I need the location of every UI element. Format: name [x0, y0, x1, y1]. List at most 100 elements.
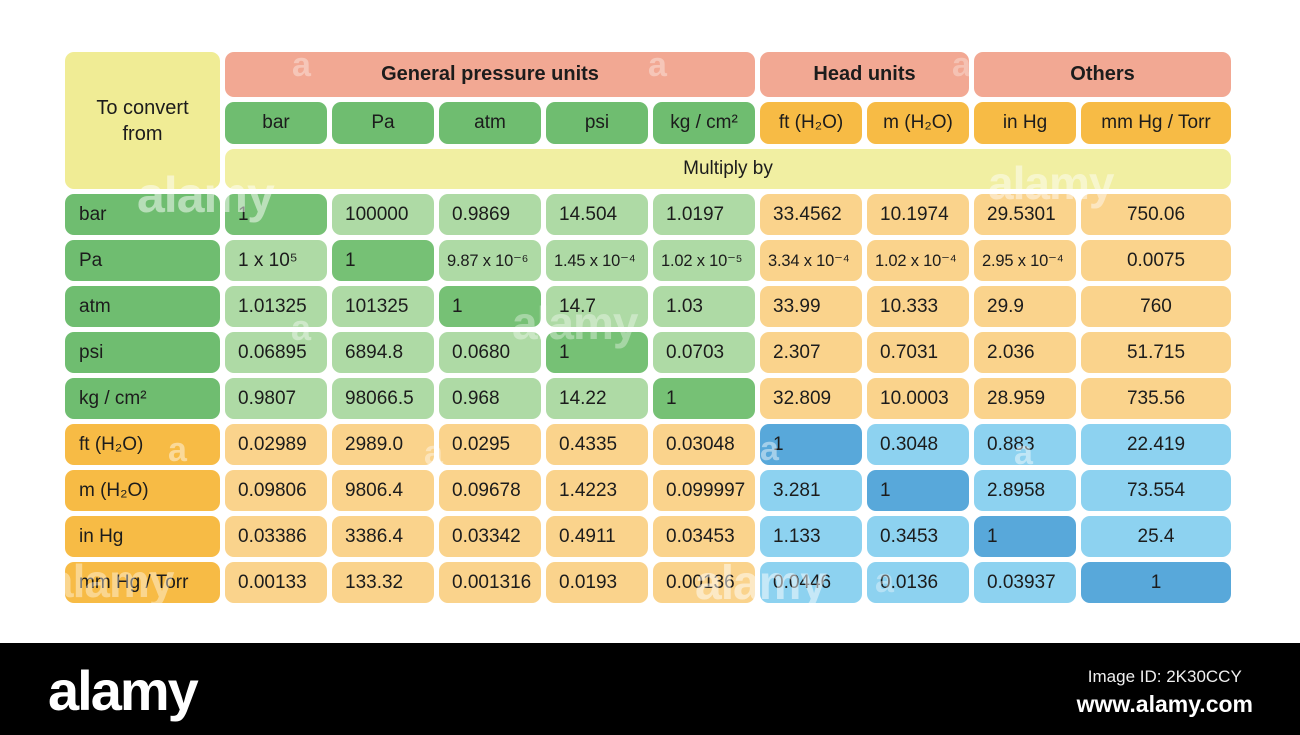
table-cell: 1	[546, 332, 648, 373]
column-header-psi: psi	[546, 102, 648, 144]
table-cell: 1.02 x 10⁻⁴	[867, 240, 969, 281]
table-cell: 0.4911	[546, 516, 648, 557]
table-cell: 0.06895	[225, 332, 327, 373]
table-cell: 22.419	[1081, 424, 1231, 465]
table-cell: 760	[1081, 286, 1231, 327]
table-cell: 9806.4	[332, 470, 434, 511]
table-cell: 1	[1081, 562, 1231, 603]
multiply-by-banner: Multiply by	[225, 149, 1231, 189]
table-cell: 10.333	[867, 286, 969, 327]
table-cell: 0.02989	[225, 424, 327, 465]
table-cell: 14.504	[546, 194, 648, 235]
credit-bar: alamy Image ID: 2K30CCY www.alamy.com	[0, 643, 1300, 735]
table-cell: 1	[867, 470, 969, 511]
table-cell: 0.9807	[225, 378, 327, 419]
table-cell: 14.7	[546, 286, 648, 327]
column-header-mm-hg-torr: mm Hg / Torr	[1081, 102, 1231, 144]
table-cell: 133.32	[332, 562, 434, 603]
column-header-kg-cm2: kg / cm²	[653, 102, 755, 144]
table-cell: 25.4	[1081, 516, 1231, 557]
column-header-m-h2o: m (H₂O)	[867, 102, 969, 144]
table-cell: 0.00136	[653, 562, 755, 603]
credit-text: Image ID: 2K30CCY www.alamy.com	[1077, 667, 1253, 718]
table-cell: 0.03342	[439, 516, 541, 557]
table-cell: 1	[332, 240, 434, 281]
table-cell: 0.0703	[653, 332, 755, 373]
table-cell: 0.03386	[225, 516, 327, 557]
table-cell: 1 x 10⁵	[225, 240, 327, 281]
table-cell: 750.06	[1081, 194, 1231, 235]
row-label-in-hg: in Hg	[65, 516, 220, 557]
table-cell: 33.4562	[760, 194, 862, 235]
table-cell: 1.03	[653, 286, 755, 327]
table-cell: 1	[225, 194, 327, 235]
table-cell: 0.883	[974, 424, 1076, 465]
table-cell: 0.4335	[546, 424, 648, 465]
table-cell: 10.1974	[867, 194, 969, 235]
table-cell: 2989.0	[332, 424, 434, 465]
table-cell: 3.281	[760, 470, 862, 511]
table-cell: 2.8958	[974, 470, 1076, 511]
table-cell: 0.099997	[653, 470, 755, 511]
table-cell: 735.56	[1081, 378, 1231, 419]
table-cell: 0.09678	[439, 470, 541, 511]
row-label-ft-h2o: ft (H₂O)	[65, 424, 220, 465]
row-label-atm: atm	[65, 286, 220, 327]
row-label-pa: Pa	[65, 240, 220, 281]
table-cell: 28.959	[974, 378, 1076, 419]
table-cell: 1	[439, 286, 541, 327]
row-label-psi: psi	[65, 332, 220, 373]
corner-cell: To convert from	[65, 52, 220, 189]
table-cell: 1.01325	[225, 286, 327, 327]
table-cell: 32.809	[760, 378, 862, 419]
table-cell: 33.99	[760, 286, 862, 327]
alamy-logo: alamy	[48, 659, 199, 722]
table-cell: 10.0003	[867, 378, 969, 419]
table-cell: 0.3453	[867, 516, 969, 557]
table-cell: 0.00133	[225, 562, 327, 603]
table-cell: 0.0295	[439, 424, 541, 465]
row-label-m-h2o: m (H₂O)	[65, 470, 220, 511]
column-header-ft-h2o: ft (H₂O)	[760, 102, 862, 144]
table-cell: 14.22	[546, 378, 648, 419]
table-cell: 1	[760, 424, 862, 465]
table-cell: 1.133	[760, 516, 862, 557]
table-cell: 0.0446	[760, 562, 862, 603]
conversion-table: To convert from General pressure units H…	[65, 52, 1231, 603]
table-cell: 101325	[332, 286, 434, 327]
table-cell: 0.968	[439, 378, 541, 419]
table-cell: 0.0193	[546, 562, 648, 603]
table-cell: 1	[974, 516, 1076, 557]
table-cell: 0.0680	[439, 332, 541, 373]
table-cell: 1.45 x 10⁻⁴	[546, 240, 648, 281]
row-label-bar: bar	[65, 194, 220, 235]
table-cell: 3.34 x 10⁻⁴	[760, 240, 862, 281]
group-header-others: Others	[974, 52, 1231, 97]
table-cell: 2.036	[974, 332, 1076, 373]
column-header-atm: atm	[439, 102, 541, 144]
table-cell: 0.0075	[1081, 240, 1231, 281]
column-header-bar: bar	[225, 102, 327, 144]
table-cell: 0.03937	[974, 562, 1076, 603]
table-cell: 98066.5	[332, 378, 434, 419]
table-cell: 73.554	[1081, 470, 1231, 511]
table-cell: 3386.4	[332, 516, 434, 557]
table-cell: 1.0197	[653, 194, 755, 235]
table-cell: 6894.8	[332, 332, 434, 373]
table-cell: 0.0136	[867, 562, 969, 603]
table-cell: 29.9	[974, 286, 1076, 327]
website-url: www.alamy.com	[1076, 691, 1253, 717]
column-header-pa: Pa	[332, 102, 434, 144]
table-cell: 1.02 x 10⁻⁵	[653, 240, 755, 281]
table-cell: 0.3048	[867, 424, 969, 465]
table-cell: 9.87 x 10⁻⁶	[439, 240, 541, 281]
table-cell: 0.9869	[439, 194, 541, 235]
image-id: Image ID: 2K30CCY	[1087, 667, 1242, 686]
row-label-mm-hg-torr: mm Hg / Torr	[65, 562, 220, 603]
table-cell: 0.001316	[439, 562, 541, 603]
table-cell: 1	[653, 378, 755, 419]
table-cell: 100000	[332, 194, 434, 235]
row-label-kg-cm2: kg / cm²	[65, 378, 220, 419]
table-cell: 1.4223	[546, 470, 648, 511]
table-cell: 0.03453	[653, 516, 755, 557]
